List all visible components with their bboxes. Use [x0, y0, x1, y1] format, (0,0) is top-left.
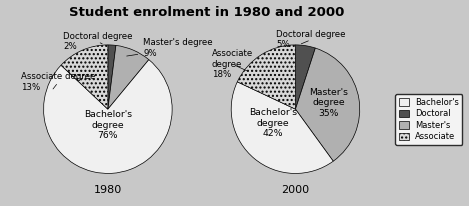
- Text: 1980: 1980: [94, 185, 122, 194]
- Text: Master's degree
9%: Master's degree 9%: [127, 39, 213, 58]
- Text: Associate degree
13%: Associate degree 13%: [21, 73, 96, 92]
- Wedge shape: [237, 45, 295, 109]
- Text: Doctoral degree
5%: Doctoral degree 5%: [276, 30, 346, 49]
- Text: Master's
degree
35%: Master's degree 35%: [310, 88, 348, 118]
- Wedge shape: [108, 45, 116, 109]
- Wedge shape: [231, 82, 333, 173]
- Text: Student enrolment in 1980 and 2000: Student enrolment in 1980 and 2000: [68, 6, 344, 19]
- Legend: Bachelor's, Doctoral, Master's, Associate: Bachelor's, Doctoral, Master's, Associat…: [395, 94, 462, 145]
- Wedge shape: [295, 45, 315, 109]
- Text: Doctoral degree
2%: Doctoral degree 2%: [63, 32, 132, 51]
- Wedge shape: [61, 45, 108, 109]
- Text: Bachelor's
degree
76%: Bachelor's degree 76%: [84, 110, 132, 140]
- Text: Bachelor's
degree
42%: Bachelor's degree 42%: [249, 108, 297, 138]
- Wedge shape: [44, 60, 172, 173]
- Text: 2000: 2000: [281, 185, 310, 194]
- Text: Associate
degree
18%: Associate degree 18%: [212, 49, 253, 79]
- Wedge shape: [108, 45, 149, 109]
- Wedge shape: [295, 48, 360, 161]
